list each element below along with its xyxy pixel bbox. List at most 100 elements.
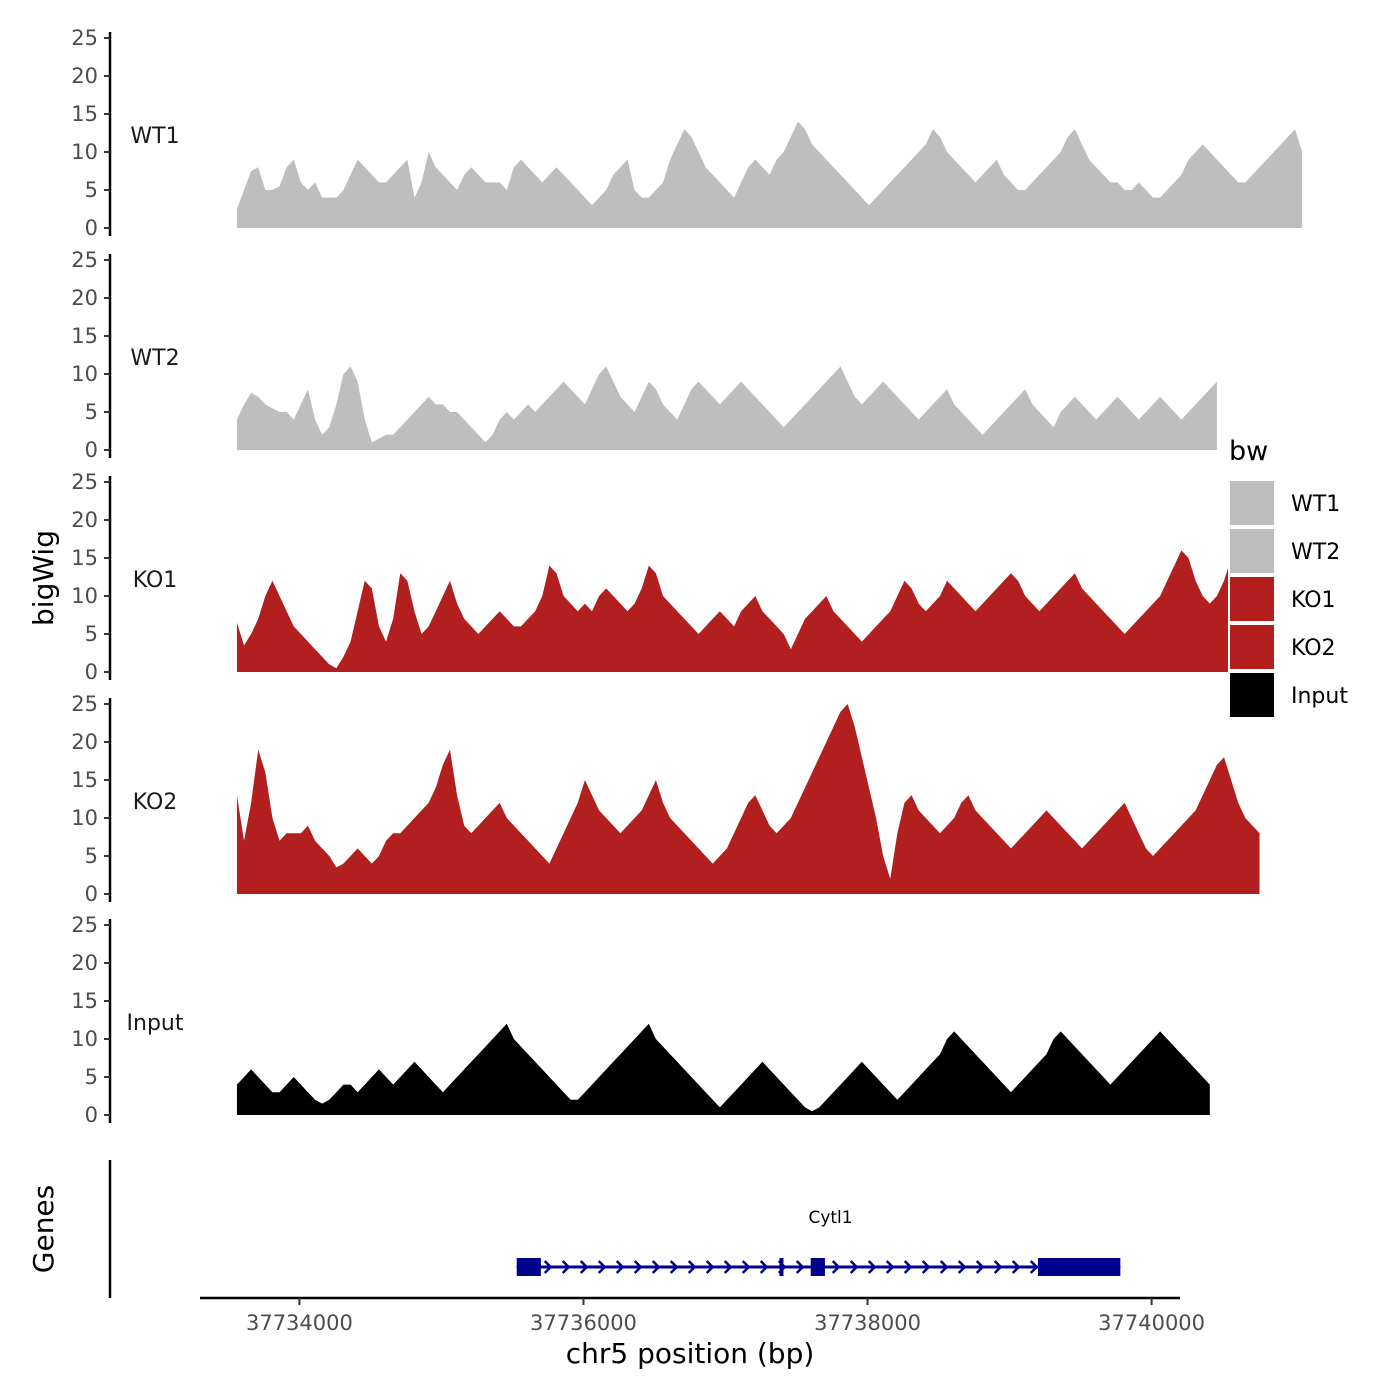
y-tick-label: 0: [85, 438, 98, 462]
y-axis-title: bigWig: [27, 530, 60, 626]
strand-arrow: [867, 1260, 877, 1274]
track-ko2: 0 5 10 15 20 25 KO2: [71, 692, 1260, 906]
legend-swatch: [1228, 479, 1276, 527]
legend-swatch: [1228, 527, 1276, 575]
track-input: 0 5 10 15 20 25 Input: [71, 913, 1210, 1127]
strand-arrow: [795, 1260, 805, 1274]
strand-arrow: [939, 1260, 949, 1274]
strand-arrow: [615, 1260, 625, 1274]
y-tick-label: 15: [71, 102, 98, 126]
strand-arrow: [543, 1260, 553, 1274]
legend-swatch: [1228, 623, 1276, 671]
strand-arrow: [1029, 1260, 1039, 1274]
strand-arrow: [831, 1260, 841, 1274]
legend-swatch: [1228, 575, 1276, 623]
gene-exon: [516, 1258, 541, 1276]
y-tick-label: 5: [85, 400, 98, 424]
strand-arrow: [705, 1260, 715, 1274]
y-tick-label: 25: [71, 470, 98, 494]
y-tick-label: 0: [85, 1103, 98, 1127]
legend-item-wt1: WT1: [1228, 479, 1340, 527]
strand-arrow: [849, 1260, 859, 1274]
legend-swatch: [1228, 671, 1276, 719]
x-axis-title: chr5 position (bp): [566, 1337, 815, 1370]
strand-arrow: [597, 1260, 607, 1274]
strand-arrow: [669, 1260, 679, 1274]
strand-arrow: [687, 1260, 697, 1274]
gene-exon: [1037, 1258, 1121, 1276]
y-tick-label: 10: [71, 1027, 98, 1051]
strand-arrow: [957, 1260, 967, 1274]
strand-arrow: [633, 1260, 643, 1274]
y-tick-label: 0: [85, 216, 98, 240]
area-ko2: [236, 704, 1260, 894]
y-tick-label: 20: [71, 951, 98, 975]
gene-exon: [779, 1258, 784, 1276]
legend-item-wt2: WT2: [1228, 527, 1340, 575]
y-tick-label: 15: [71, 768, 98, 792]
legend: bw WT1 WT2 KO1 KO2 Input: [1228, 436, 1348, 719]
track-label-input: Input: [127, 1011, 184, 1036]
track-label-wt2: WT2: [130, 346, 179, 371]
strand-arrow: [579, 1260, 589, 1274]
y-tick-label: 0: [85, 882, 98, 906]
legend-item-ko2: KO2: [1228, 623, 1336, 671]
signal-tracks: 0 5 10 15 20 25 WT1 0 5 10 15 20 25 WT2 0 5 10 15 20 25 KO1 0…: [71, 26, 1303, 1127]
track-label-ko2: KO2: [133, 790, 178, 815]
track-label-wt1: WT1: [130, 124, 179, 149]
strand-arrow: [759, 1260, 769, 1274]
area-wt2: [236, 366, 1217, 450]
legend-label: Input: [1291, 684, 1348, 709]
strand-arrow: [561, 1260, 571, 1274]
y-tick-label: 20: [71, 64, 98, 88]
legend-title: bw: [1229, 436, 1268, 467]
strand-arrow: [903, 1260, 913, 1274]
strand-arrow: [975, 1260, 985, 1274]
track-wt2: 0 5 10 15 20 25 WT2: [71, 248, 1217, 462]
y-tick-label: 10: [71, 806, 98, 830]
legend-label: KO2: [1291, 636, 1336, 661]
strand-arrow: [651, 1260, 661, 1274]
strand-arrow: [921, 1260, 931, 1274]
y-tick-label: 10: [71, 584, 98, 608]
legend-item-input: Input: [1228, 671, 1348, 719]
track-label-ko1: KO1: [133, 568, 178, 593]
y-tick-label: 5: [85, 844, 98, 868]
y-tick-label: 25: [71, 26, 98, 50]
gene-exon: [810, 1258, 825, 1276]
genes-track: Genes Cytl1: [27, 1160, 1121, 1298]
area-ko1: [236, 542, 1267, 672]
x-tick-label: 37736000: [530, 1311, 637, 1335]
genes-track-label: Genes: [27, 1185, 60, 1273]
y-tick-label: 25: [71, 692, 98, 716]
y-tick-label: 5: [85, 1065, 98, 1089]
y-tick-label: 20: [71, 730, 98, 754]
legend-item-ko1: KO1: [1228, 575, 1336, 623]
y-tick-label: 5: [85, 178, 98, 202]
y-tick-label: 10: [71, 362, 98, 386]
legend-label: WT2: [1291, 540, 1340, 565]
y-tick-label: 25: [71, 248, 98, 272]
strand-arrow: [1011, 1260, 1021, 1274]
y-tick-label: 20: [71, 286, 98, 310]
y-tick-label: 25: [71, 913, 98, 937]
area-input: [236, 1023, 1210, 1115]
y-tick-label: 10: [71, 140, 98, 164]
x-tick-label: 37740000: [1098, 1311, 1205, 1335]
y-tick-label: 0: [85, 660, 98, 684]
y-tick-label: 5: [85, 622, 98, 646]
track-wt1: 0 5 10 15 20 25 WT1: [71, 26, 1303, 240]
y-tick-label: 15: [71, 546, 98, 570]
strand-arrow: [885, 1260, 895, 1274]
y-tick-label: 15: [71, 989, 98, 1013]
strand-arrow: [741, 1260, 751, 1274]
y-tick-label: 15: [71, 324, 98, 348]
x-tick-label: 37734000: [246, 1311, 353, 1335]
strand-arrow: [993, 1260, 1003, 1274]
x-axis: 37734000 37736000 37738000 37740000: [200, 1296, 1205, 1335]
gene-name-label: Cytl1: [808, 1208, 852, 1228]
legend-label: WT1: [1291, 492, 1340, 517]
area-wt1: [236, 121, 1303, 228]
y-tick-label: 20: [71, 508, 98, 532]
